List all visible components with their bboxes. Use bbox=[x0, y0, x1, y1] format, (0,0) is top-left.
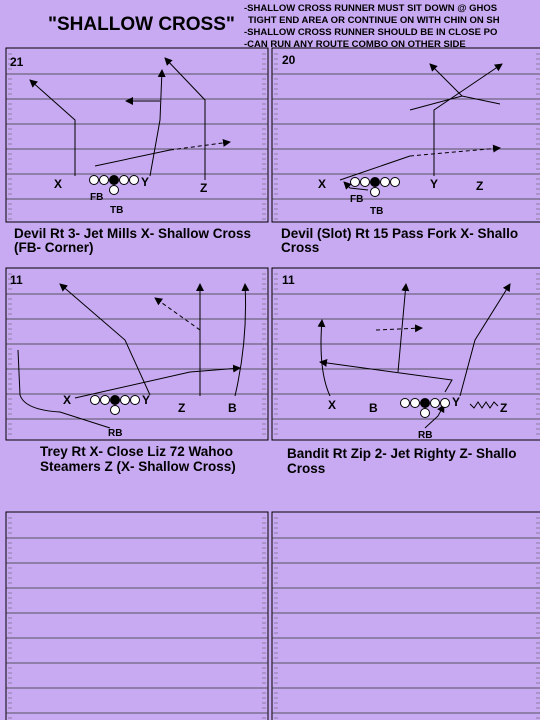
player-label: Y bbox=[141, 175, 149, 189]
route bbox=[339, 155, 411, 181]
route bbox=[375, 324, 423, 333]
player-label: Z bbox=[500, 401, 507, 415]
field bbox=[271, 267, 540, 441]
route bbox=[397, 283, 410, 373]
player-label: RB bbox=[418, 430, 432, 441]
route bbox=[429, 63, 463, 97]
title: "SHALLOW CROSS" bbox=[48, 14, 235, 35]
motion bbox=[469, 401, 499, 409]
caption: (FB- Corner) bbox=[14, 240, 94, 255]
route bbox=[154, 297, 201, 331]
player-label: X bbox=[63, 393, 71, 407]
player-label: Y bbox=[430, 177, 438, 191]
caption: Cross bbox=[281, 240, 319, 255]
player-label: B bbox=[369, 401, 378, 415]
formation bbox=[89, 175, 139, 195]
route bbox=[343, 181, 369, 191]
note: -SHALLOW CROSS RUNNER MUST SIT DOWN @ GH… bbox=[244, 3, 497, 14]
caption: Devil (Slot) Rt 15 Pass Fork X- Shallo bbox=[281, 226, 518, 241]
route bbox=[409, 95, 501, 111]
player-label: FB bbox=[350, 194, 363, 205]
player-label: X bbox=[54, 177, 62, 191]
play: 11 X Y Z B RB Trey Rt X- Close Liz 72 Wa… bbox=[10, 273, 250, 474]
player-label: B bbox=[228, 401, 237, 415]
field bbox=[5, 267, 269, 441]
note: -CAN RUN ANY ROUTE COMBO ON OTHER SIDE bbox=[244, 39, 466, 50]
route bbox=[164, 57, 206, 180]
player-label: TB bbox=[370, 206, 383, 217]
play: 11 X B Y Z RB Bandit Rt Zip 2- Jet Right… bbox=[282, 273, 517, 476]
play: 20 X Y Z FB TB Devil (Slot) Rt 15 Pass F… bbox=[281, 53, 518, 255]
play-number: 21 bbox=[10, 55, 24, 69]
field bbox=[5, 511, 269, 720]
caption: Steamers Z (X- Shallow Cross) bbox=[40, 459, 236, 474]
route bbox=[149, 69, 166, 177]
play-number: 11 bbox=[10, 273, 23, 287]
route bbox=[234, 283, 250, 397]
caption: Trey Rt X- Close Liz 72 Wahoo bbox=[40, 444, 233, 459]
player-label: Z bbox=[178, 401, 185, 415]
route bbox=[17, 349, 111, 429]
play: 21 X Y Z FB TB Devil Rt 3- Jet Mills X- … bbox=[10, 55, 251, 255]
player-label: Y bbox=[142, 393, 150, 407]
route bbox=[317, 319, 331, 397]
formation bbox=[350, 177, 400, 197]
route bbox=[94, 149, 171, 167]
route bbox=[319, 358, 453, 393]
player-label: Z bbox=[476, 179, 483, 193]
route bbox=[59, 283, 151, 396]
formation bbox=[90, 395, 140, 415]
caption: Devil Rt 3- Jet Mills X- Shallow Cross bbox=[14, 226, 251, 241]
route bbox=[29, 79, 76, 176]
route bbox=[433, 63, 503, 176]
route bbox=[459, 283, 511, 397]
player-label: RB bbox=[108, 428, 122, 439]
route bbox=[424, 404, 445, 429]
caption: Cross bbox=[287, 461, 325, 476]
note: TIGHT END AREA OR CONTINUE ON WITH CHIN … bbox=[248, 15, 500, 26]
note: -SHALLOW CROSS RUNNER SHOULD BE IN CLOSE… bbox=[244, 27, 497, 38]
play-number: 11 bbox=[282, 273, 295, 287]
player-label: TB bbox=[110, 205, 123, 216]
player-label: X bbox=[318, 177, 326, 191]
fields bbox=[5, 47, 540, 720]
player-label: Y bbox=[452, 395, 460, 409]
route bbox=[409, 144, 501, 157]
formation bbox=[400, 398, 450, 418]
field bbox=[271, 47, 540, 223]
route bbox=[169, 138, 231, 151]
field bbox=[5, 47, 269, 223]
play-number: 20 bbox=[282, 53, 296, 67]
player-label: Z bbox=[200, 181, 207, 195]
caption: Bandit Rt Zip 2- Jet Righty Z- Shallo bbox=[287, 446, 517, 461]
player-label: FB bbox=[90, 192, 103, 203]
player-label: X bbox=[328, 398, 336, 412]
route bbox=[74, 364, 241, 399]
field bbox=[271, 511, 540, 720]
